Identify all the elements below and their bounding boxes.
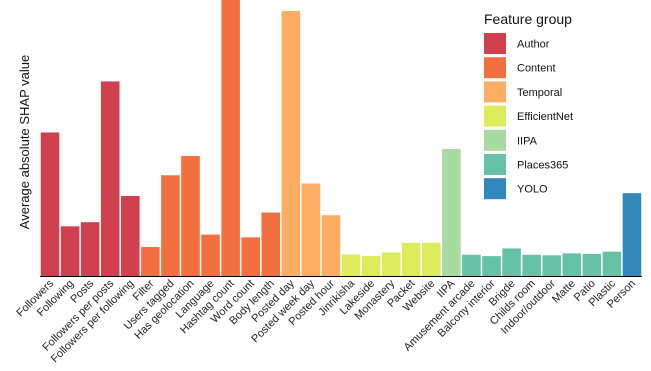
bar-plastic [602,251,622,276]
bar-language [201,234,220,276]
bar-posts [80,222,100,276]
bar-has-geolocation [181,155,200,276]
bar-users-tagged [161,175,180,276]
legend-swatch-yolo [484,178,506,200]
bar-packet [401,242,421,276]
bar-filter [141,247,160,276]
legend-swatch-author [484,33,506,54]
bar-patio [582,253,602,276]
legend-swatch-temporal [484,81,506,103]
legend-label: Content [517,63,556,75]
bar-monastery [381,252,401,276]
bar-jinrikisha [341,254,361,276]
legend-label: IIPA [517,135,538,147]
bar-amusement-arcade [462,254,481,276]
legend-items: Author Content Temporal EfficientNet IIPA Pla… [484,33,573,200]
bar-following [60,226,80,276]
legend-label: YOLO [517,184,548,196]
legend-label: EfficientNet [517,111,573,123]
x-tick-label: Matte [550,278,578,306]
legend-swatch-efficientnet [484,105,506,127]
bar-body-length [261,212,281,276]
legend-swatch-iipa [484,129,506,151]
bar-hashtag-count [221,0,240,276]
bar-indoor-outdoor [542,255,561,276]
bar-balcony-interior [482,256,501,276]
bar-lakeside [361,256,381,276]
bar-posted-day [281,11,301,276]
legend-label: Temporal [517,87,562,99]
legend-label: Author [517,39,550,51]
bar-brigde [502,248,521,276]
bar-posted-hour [321,215,341,276]
bars [40,0,642,276]
legend: Feature group Author Content Temporal Effic… [484,11,573,200]
legend-swatch-content [484,57,506,79]
bar-followers-per-following [121,195,140,276]
bar-iipa [442,149,461,276]
bar-posted-week-day [301,183,321,276]
legend-label: Places365 [517,160,568,172]
bar-person [622,193,642,276]
legend-swatch-places365 [484,154,506,175]
bar-childs-room [522,254,541,276]
legend-title: Feature group [484,11,572,27]
bar-followers [40,132,60,276]
bar-website [422,242,441,276]
bar-followers-per-posts [100,81,120,276]
bar-word-count [241,237,260,276]
bar-matte [562,253,582,276]
y-axis-label: Average absolute SHAP value [17,55,32,229]
